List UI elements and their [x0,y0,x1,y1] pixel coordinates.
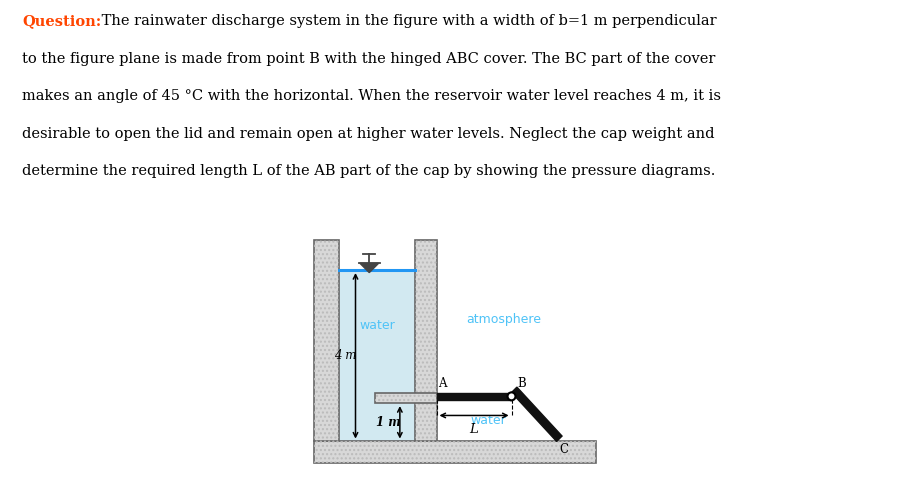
Polygon shape [436,393,512,400]
Polygon shape [314,441,595,463]
Text: determine the required length L of the AB part of the cap by showing the pressur: determine the required length L of the A… [22,164,716,178]
Text: desirable to open the lid and remain open at higher water levels. Neglect the ca: desirable to open the lid and remain ope… [22,127,715,141]
Text: B: B [517,377,525,390]
Text: L: L [470,423,479,436]
Text: The rainwater discharge system in the figure with a width of b=1 m perpendicular: The rainwater discharge system in the fi… [97,14,717,28]
Text: water: water [471,413,506,426]
Text: atmosphere: atmosphere [466,313,541,326]
Polygon shape [339,270,415,441]
Polygon shape [360,263,378,272]
Text: makes an angle of 45 °C with the horizontal. When the reservoir water level reac: makes an angle of 45 °C with the horizon… [22,89,721,103]
Text: A: A [438,377,446,390]
Text: Question:: Question: [22,14,101,28]
Polygon shape [314,240,339,441]
Polygon shape [512,387,562,441]
Text: C: C [559,443,568,456]
Text: water: water [359,319,395,332]
Circle shape [507,392,515,400]
Text: 1 m: 1 m [376,416,401,429]
Text: 4 m: 4 m [334,349,356,362]
Text: to the figure plane is made from point B with the hinged ABC cover. The BC part : to the figure plane is made from point B… [22,52,716,66]
Polygon shape [415,240,436,441]
Polygon shape [375,393,436,403]
